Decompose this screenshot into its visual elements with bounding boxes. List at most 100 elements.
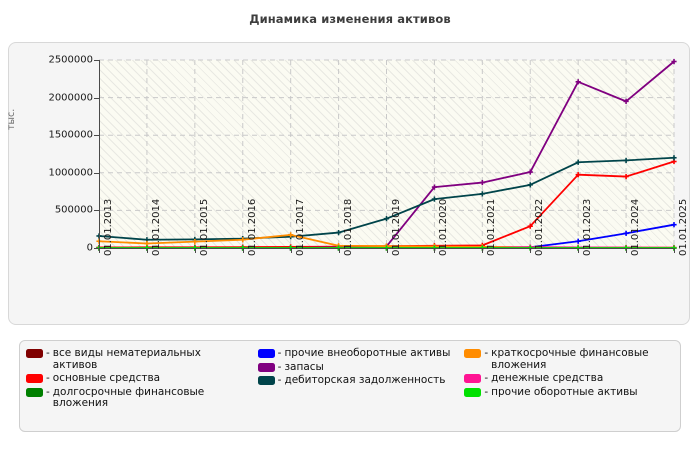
data-point-marker [575, 172, 581, 178]
data-point-marker [527, 169, 533, 175]
x-axis-tick-mark [482, 248, 484, 253]
legend-separator: - [46, 347, 50, 359]
legend-separator: - [46, 372, 50, 384]
x-axis-tick-mark [386, 248, 388, 253]
x-axis-tick-mark [434, 248, 436, 253]
y-axis-tick-mark [94, 172, 99, 174]
x-axis-tick-label: 01.01.2022 [534, 198, 546, 256]
y-axis-tick-mark [94, 97, 99, 99]
legend-separator: - [484, 385, 489, 398]
data-point-marker [623, 98, 629, 104]
legend-item[interactable]: - краткосрочные финансовые вложения [464, 347, 674, 371]
legend-column-3: - краткосрочные финансовые вложения - денеж… [464, 347, 674, 431]
legend-item[interactable]: - запасы [257, 360, 465, 374]
legend-color-swatch [257, 376, 275, 385]
plot-area [96, 58, 677, 251]
legend-item[interactable]: - прочие внеоборотные активы [257, 347, 465, 360]
x-axis-tick-mark [194, 248, 196, 253]
y-axis-tick-mark [94, 248, 99, 249]
data-point-marker [335, 229, 342, 236]
legend-item[interactable]: - дебиторская задолженность [257, 374, 465, 387]
legend-item-label: денежные средства [491, 372, 604, 384]
legend-color-swatch [464, 374, 482, 383]
y-axis-tick-label: 0 [86, 242, 93, 254]
x-axis-tick-label: 01.01.2023 [582, 198, 594, 256]
legend-item-label: краткосрочные финансовые вложения [491, 347, 649, 371]
data-point-marker [575, 238, 581, 244]
data-point-marker [288, 232, 294, 238]
page-title: Динамика изменения активов [249, 12, 451, 26]
legend-color-swatch [26, 349, 43, 358]
x-axis-tick-mark [338, 248, 340, 253]
x-axis-tick-mark [290, 248, 292, 253]
x-axis-tick-label: 01.01.2020 [438, 198, 450, 256]
data-point-marker [431, 196, 438, 202]
y-axis-tick-label: 2500000 [48, 54, 93, 66]
legend-color-swatch [464, 387, 482, 397]
y-axis-tick-label: 500000 [54, 204, 93, 216]
data-point-marker [431, 184, 438, 190]
data-point-marker [575, 79, 581, 85]
data-point-marker [671, 155, 677, 161]
legend-color-swatch [26, 374, 43, 383]
legend-item-label: все виды нематериальных активов [52, 347, 201, 371]
x-axis-tick-label: 01.01.2018 [342, 198, 354, 256]
x-axis-tick-mark [530, 248, 532, 253]
legend-column-1: - все виды нематериальных активов - основны… [26, 347, 258, 431]
legend-item-label: дебиторская задолженность [284, 374, 446, 386]
data-point-marker [527, 182, 533, 188]
data-point-marker [192, 239, 198, 245]
x-axis-tick-mark [99, 248, 100, 253]
legend-item[interactable]: - долгосрочные финансовые вложения [26, 385, 258, 410]
legend-item-label: долгосрочные финансовые вложения [52, 385, 205, 409]
data-point-marker [479, 191, 485, 197]
data-point-marker [623, 157, 629, 163]
legend-item-label: прочие оборотные активы [491, 385, 638, 398]
y-axis-tick-mark [94, 210, 99, 212]
legend-column-2: - прочие внеоборотные активы - запасы - дебит… [257, 347, 465, 431]
data-point-marker [240, 237, 246, 243]
legend-color-swatch [257, 349, 275, 358]
legend-item-label: прочие внеоборотные активы [284, 347, 451, 359]
legend-color-swatch [464, 349, 482, 358]
y-axis-tick-label: 2000000 [48, 92, 93, 104]
legend-item[interactable]: - прочие оборотные активы [464, 385, 674, 399]
legend-item[interactable]: - все виды нематериальных активов [26, 347, 258, 371]
data-point-marker [623, 173, 629, 180]
data-point-marker [575, 159, 581, 165]
x-axis-tick-label: 01.01.2019 [390, 198, 402, 256]
data-point-marker [671, 222, 677, 228]
x-axis-tick-label: 01.01.2014 [150, 198, 162, 256]
y-axis-tick-label: 1500000 [48, 129, 93, 141]
legend-item-label: запасы [284, 360, 324, 373]
legend-separator: - [277, 360, 282, 373]
x-axis-tick-mark [242, 248, 244, 253]
legend-item[interactable]: - денежные средства [464, 372, 674, 385]
x-axis-tick-mark [578, 248, 580, 253]
legend-item-label: основные средства [52, 372, 161, 384]
legend-separator: - [46, 385, 50, 398]
y-axis-tick-mark [94, 60, 99, 61]
data-point-marker [623, 230, 629, 236]
y-axis-line [99, 60, 100, 248]
y-axis-tick-mark [94, 135, 99, 137]
x-axis-tick-label: 01.01.2015 [198, 198, 210, 256]
y-axis-ticks: 0 500000 1000000 1500000 2000000 2500000 [0, 0, 93, 450]
data-point-marker [144, 240, 150, 247]
legend-item[interactable]: - основные средства [26, 372, 258, 385]
legend-color-swatch [257, 362, 275, 372]
x-axis-tick-label: 01.01.2021 [486, 198, 498, 256]
chart-legend: - все виды нематериальных активов - основны… [19, 340, 681, 432]
data-point-marker [527, 223, 533, 229]
legend-color-swatch [26, 387, 43, 397]
legend-separator: - [484, 372, 489, 384]
x-axis-tick-label: 01.01.2013 [103, 198, 114, 256]
x-axis-tick-mark [146, 248, 148, 253]
data-point-marker [479, 179, 485, 186]
x-axis-tick-mark [626, 248, 628, 253]
x-axis-tick-label: 01.01.2016 [246, 198, 258, 256]
data-point-marker [383, 216, 390, 222]
y-axis-tick-label: 1000000 [48, 167, 93, 179]
x-axis-tick-label: 01.01.2025 [678, 198, 689, 256]
